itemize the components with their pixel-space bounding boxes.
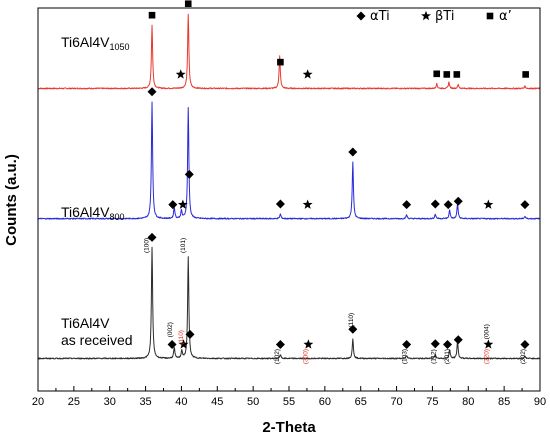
beta-ti-marker: [175, 69, 186, 79]
legend-label: βTi: [435, 9, 454, 24]
series-name: Ti6Al4V: [61, 34, 110, 50]
alpha-ti-marker: [520, 339, 530, 349]
alpha-ti-marker: [348, 324, 358, 334]
x-tick-label: 70: [390, 396, 402, 408]
x-tick-label: 65: [355, 396, 367, 408]
alpha-ti-marker: [167, 339, 177, 349]
hkl-label: (101): [180, 238, 187, 253]
series-name-label: Ti6Al4V: [61, 315, 110, 331]
alpha-ti-marker: [185, 329, 195, 339]
x-tick-label: 35: [139, 396, 151, 408]
hkl-labels: (100) (101) (002) (110) (102) (300) (110) (103)…: [143, 238, 527, 364]
alpha-ti-marker: [520, 200, 530, 210]
alpha-ti-marker: [402, 339, 412, 349]
alpha-prime-marker: [486, 12, 494, 20]
alpha-ti-marker: [443, 200, 453, 210]
alpha-prime-marker: [453, 71, 461, 78]
alpha-prime-marker: [148, 11, 156, 19]
beta-ti-marker: [303, 339, 314, 349]
x-tick-label: 60: [319, 396, 331, 408]
hkl-label: (004): [483, 324, 490, 339]
hkl-label: (002): [167, 322, 174, 337]
hkl-label: (201): [444, 349, 451, 364]
alpha-ti-marker: [184, 169, 194, 179]
x-tick-label: 75: [426, 396, 438, 408]
beta-ti-marker: [302, 69, 313, 79]
alpha-ti-marker: [453, 335, 463, 345]
x-tick-label: 45: [211, 396, 223, 408]
series-name-line2: as received: [61, 332, 133, 348]
alpha-ti-marker: [430, 199, 440, 209]
beta-ti-marker: [483, 339, 494, 349]
alpha-ti-marker: [442, 339, 452, 349]
phase-markers: [147, 0, 530, 349]
hkl-label: (102): [274, 349, 281, 364]
hkl-label: (300): [303, 349, 310, 364]
hkl-label: (220): [483, 349, 490, 364]
alpha-ti-marker: [453, 196, 463, 206]
hkl-label: (100): [143, 238, 150, 253]
alpha-ti-marker: [348, 147, 358, 157]
x-tick-label: 55: [283, 396, 295, 408]
x-axis-ticks: 20 25 30 35 40 45 50 55 60 65 70 75 80 85 90: [32, 386, 546, 408]
y-axis-title: Counts (a.u.): [3, 154, 20, 246]
hkl-label: (112): [430, 349, 437, 364]
beta-ti-marker: [178, 339, 189, 349]
series-name-label: Ti6Al4V800: [61, 204, 125, 222]
alpha-prime-marker: [277, 58, 284, 66]
hkl-label: (110): [348, 313, 355, 328]
alpha-prime-marker: [443, 71, 451, 78]
beta-ti-marker: [302, 199, 313, 209]
series-trace: [37, 101, 541, 220]
alpha-prime-marker: [522, 71, 529, 78]
x-tick-label: 40: [175, 396, 187, 408]
series-trace: [37, 13, 541, 90]
beta-ti-marker: [421, 10, 431, 21]
x-tick-label: 90: [534, 396, 546, 408]
alpha-ti-marker: [275, 339, 285, 349]
series-name-subscript: 1050: [110, 42, 130, 52]
x-tick-label: 20: [32, 396, 44, 408]
beta-ti-marker: [483, 199, 494, 209]
alpha-ti-marker: [275, 199, 285, 209]
beta-ti-marker: [177, 199, 188, 209]
alpha-ti-marker: [356, 11, 366, 21]
x-tick-label: 80: [462, 396, 474, 408]
hkl-label: (103): [402, 349, 409, 364]
x-tick-label: 25: [68, 396, 80, 408]
x-tick-label: 85: [498, 396, 510, 408]
hkl-label: (110): [178, 330, 185, 345]
series-name: Ti6Al4V: [61, 204, 110, 220]
x-tick-label: 50: [247, 396, 259, 408]
alpha-ti-marker: [147, 87, 157, 97]
legend: αTi βTi α’: [356, 9, 512, 24]
xrd-traces: [37, 13, 541, 360]
series-trace: [37, 246, 541, 360]
legend-label: α’: [499, 9, 512, 24]
x-axis-title: 2-Theta: [262, 419, 316, 436]
series-name-subscript: 800: [110, 212, 125, 222]
legend-label: αTi: [370, 9, 390, 24]
hkl-label: (202): [520, 349, 527, 364]
alpha-prime-marker: [433, 70, 441, 78]
series-name: Ti6Al4V: [61, 315, 110, 331]
alpha-prime-marker: [184, 0, 192, 8]
alpha-ti-marker: [430, 339, 440, 349]
alpha-ti-marker: [168, 200, 178, 210]
alpha-ti-marker: [147, 232, 157, 242]
alpha-ti-marker: [402, 200, 412, 210]
x-tick-label: 30: [104, 396, 116, 408]
series-name-label: Ti6Al4V1050: [61, 34, 130, 52]
